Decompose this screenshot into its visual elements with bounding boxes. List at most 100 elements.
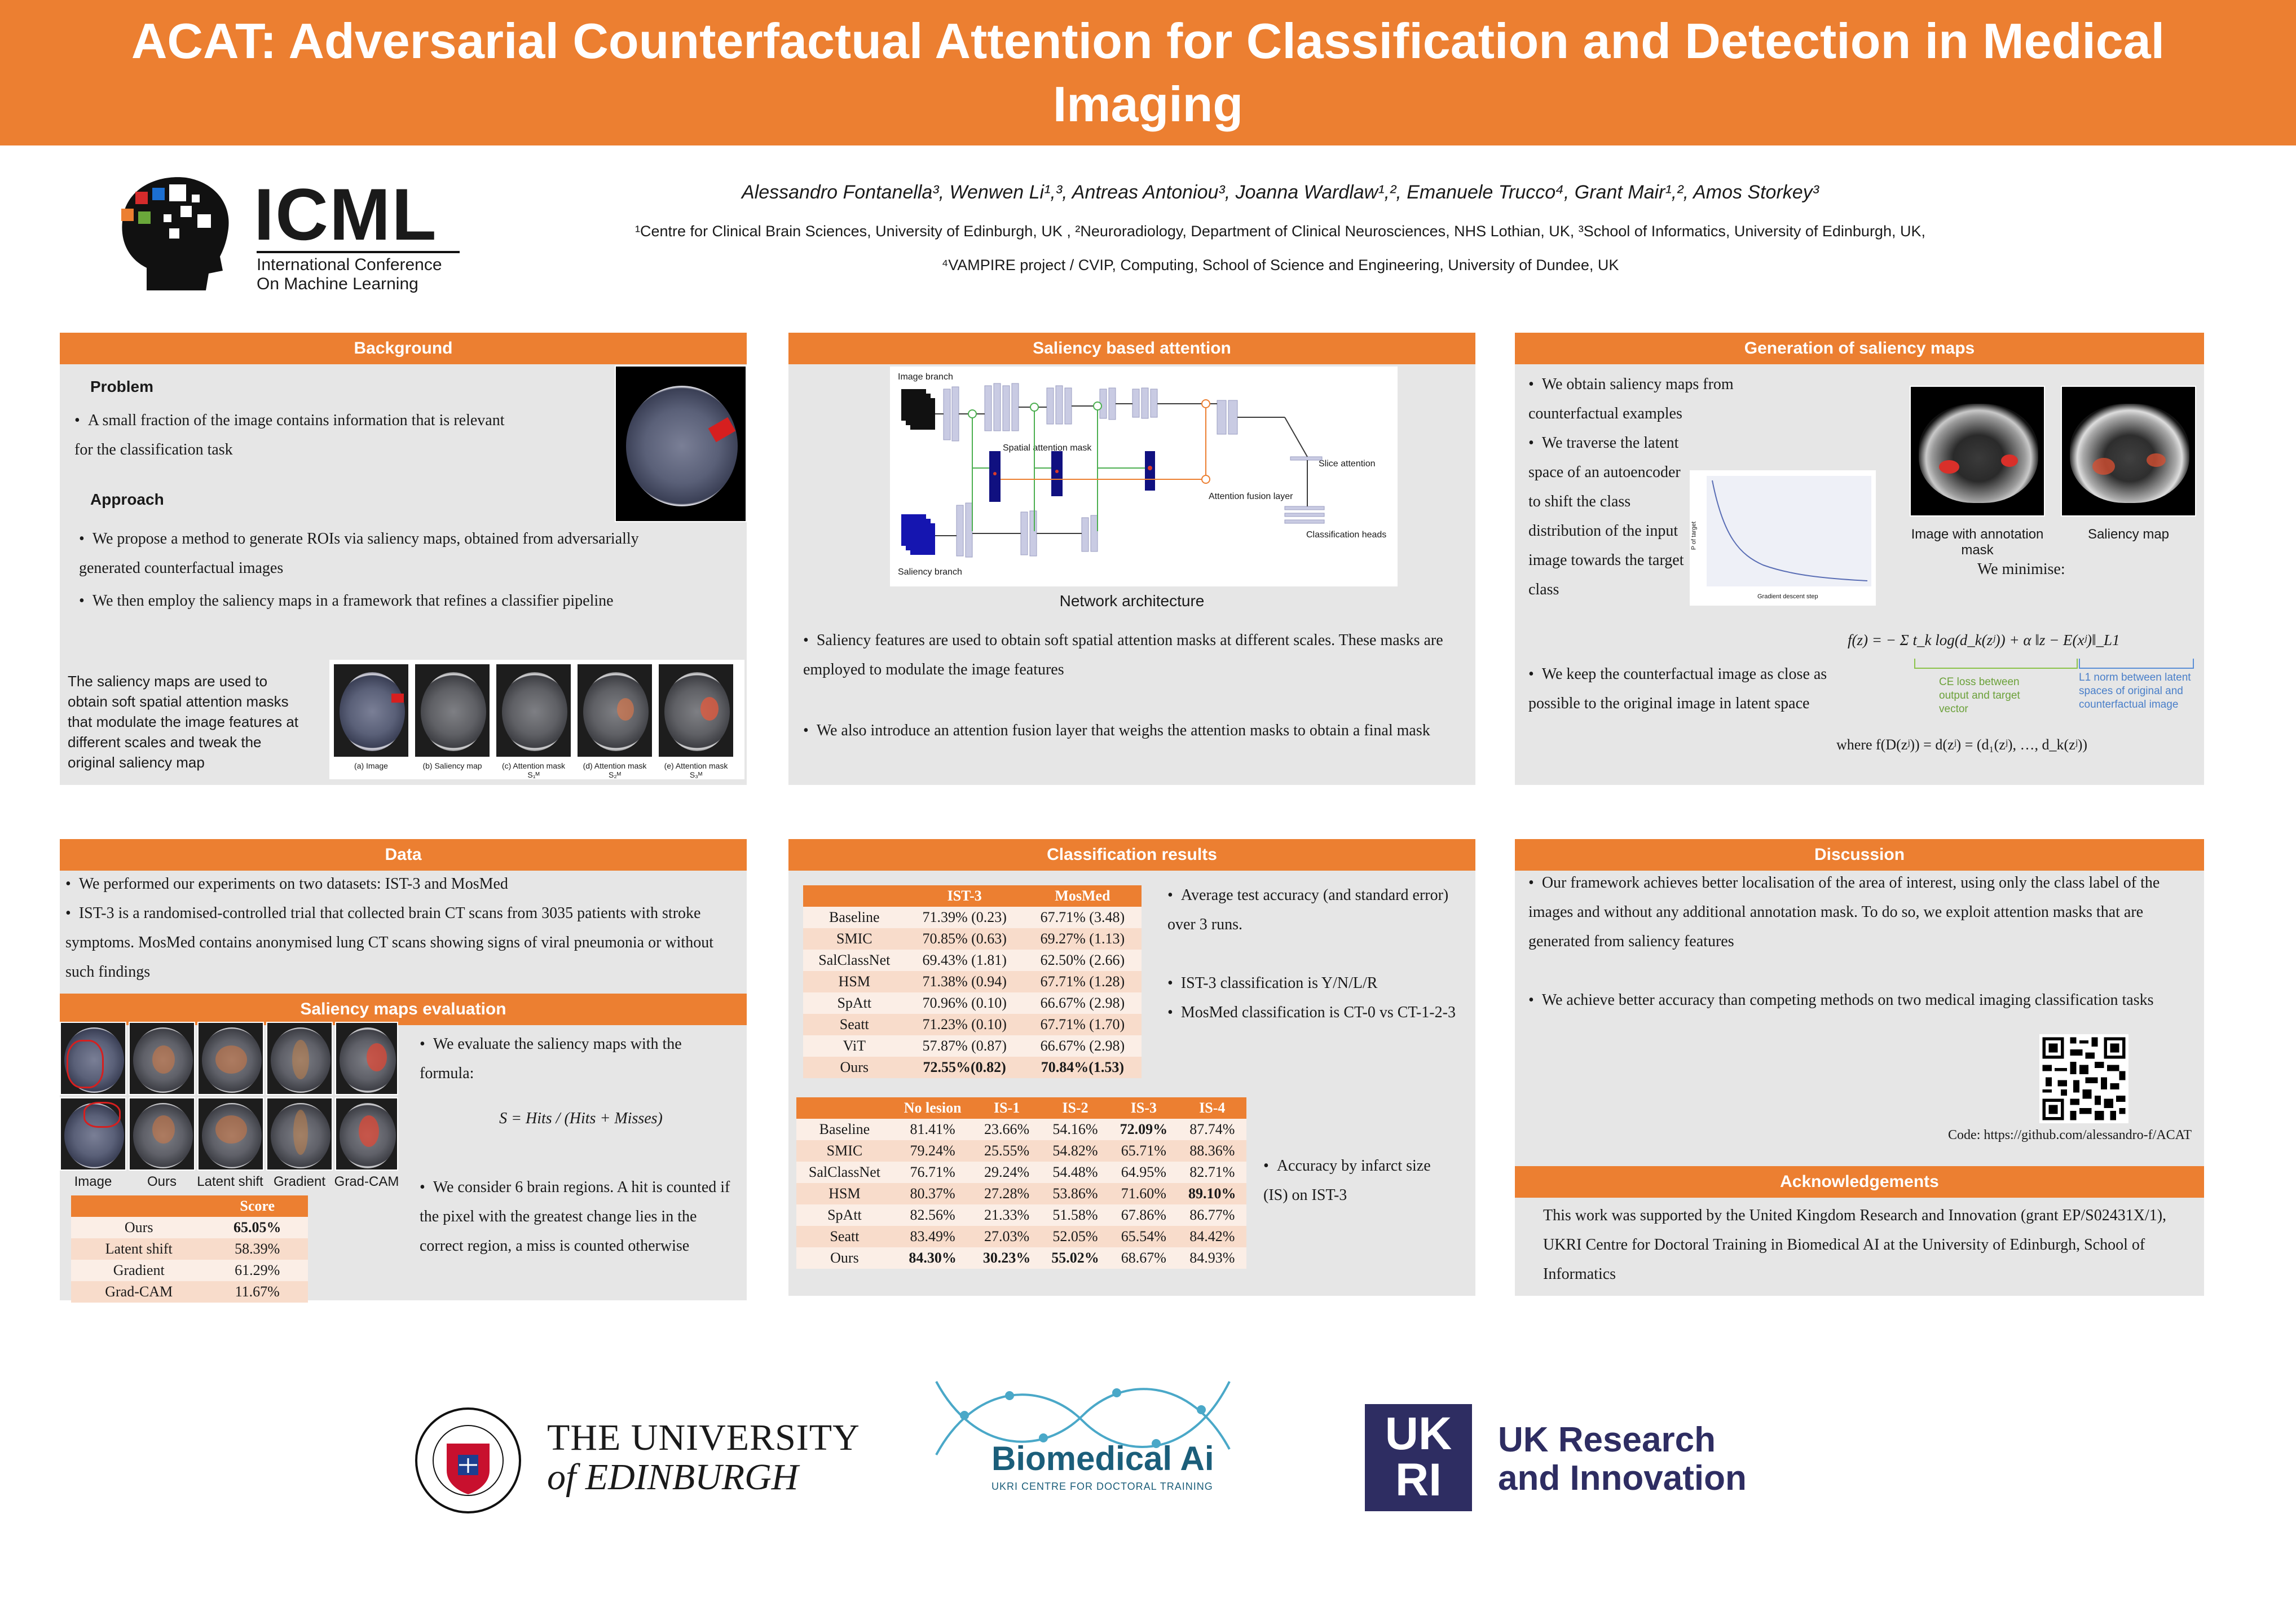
classification-bullet-4: Accuracy by infarct size (IS) on IST-3 xyxy=(1263,1151,1455,1210)
bullet-icon xyxy=(420,1035,433,1053)
table-header-row: Score xyxy=(71,1195,308,1217)
table-row: HSM 71.38% (0.94) 67.71% (1.28) xyxy=(803,971,1142,992)
classification-bullet-1: Average test accuracy (and standard erro… xyxy=(1167,881,1461,939)
bullet-icon xyxy=(803,722,817,739)
lung-caption-2: Saliency map xyxy=(2087,527,2170,542)
table-row: Latent shift 58.39% xyxy=(71,1238,308,1260)
eval-label-image: Image xyxy=(74,1174,112,1189)
edinburgh-name-2: of EDINBURGH xyxy=(547,1457,799,1498)
classification-bullet-2: IST-3 classification is Y/N/L/R xyxy=(1167,969,1461,998)
saliency-bullet-2: We also introduce an attention fusion la… xyxy=(803,716,1457,745)
hit-score-formula: S = Hits / (Hits + Misses) xyxy=(499,1110,663,1127)
saliency-attention-panel: Saliency based attention Image branch Sa… xyxy=(788,333,1475,785)
generation-panel: Generation of saliency maps We obtain sa… xyxy=(1515,333,2204,785)
background-header: Background xyxy=(60,333,747,364)
ukri-name-1: UK Research xyxy=(1498,1420,1716,1459)
eval-label-gradcam: Grad-CAM xyxy=(334,1174,399,1189)
eval-bullet-1: We evaluate the saliency maps with the f… xyxy=(420,1030,735,1088)
plot-svg xyxy=(1707,476,1871,586)
edinburgh-crest-icon xyxy=(415,1407,521,1513)
table-row: ViT 57.87% (0.87) 66.67% (2.98) xyxy=(803,1035,1142,1057)
authors: Alessandro Fontanella³, Wenwen Li¹,³, An… xyxy=(741,182,1819,203)
formula-bracket-l1 xyxy=(2079,659,2194,669)
saliency-eval-header: Saliency maps evaluation xyxy=(60,994,747,1025)
bullet-icon xyxy=(1528,991,1542,1009)
eval-label-latent: Latent shift xyxy=(197,1174,263,1189)
table-row: SpAtt 82.56% 21.33% 51.58% 67.86% 86.77% xyxy=(796,1204,1246,1226)
qr-code-icon[interactable] xyxy=(2039,1034,2128,1123)
ukri-mark-text: UKRI xyxy=(1385,1408,1452,1506)
icml-logo: ICML International Conference On Machine… xyxy=(113,172,474,296)
biomedical-ai-logo: Biomedical Ai UKRI CENTRE FOR DOCTORAL T… xyxy=(919,1370,1241,1511)
strip-caption-3: (c) Attention mask S₁ᴹ xyxy=(501,761,566,779)
plot-ylabel: P of target xyxy=(1690,521,1698,550)
ukri-logo: UKRI UK Research and Innovation xyxy=(1365,1404,1760,1511)
saliency-attention-header: Saliency based attention xyxy=(788,333,1475,364)
bullet-icon xyxy=(1528,376,1542,393)
problem-text: A small fraction of the image contains i… xyxy=(74,412,505,458)
architecture-svg xyxy=(901,383,1325,558)
discussion-bullet-1: Our framework achieves better localisati… xyxy=(1528,868,2194,956)
network-architecture-diagram: Image branch Saliency branch Spatial att… xyxy=(890,367,1398,586)
score-header: Score xyxy=(206,1195,308,1217)
bullet-icon xyxy=(79,592,92,610)
bullet-icon xyxy=(1263,1157,1277,1175)
biomed-name: Biomedical Ai xyxy=(991,1440,1214,1477)
bullet-icon xyxy=(1167,974,1181,992)
architecture-caption: Network architecture xyxy=(1059,592,1205,610)
discussion-panel: Discussion Our framework achieves better… xyxy=(1515,839,2204,1296)
classification-bullet-3: MosMed classification is CT-0 vs CT-1-2-… xyxy=(1167,998,1461,1027)
table-row: Grad-CAM 11.67% xyxy=(71,1281,308,1303)
icml-divider xyxy=(257,251,460,253)
ukri-name-2: and Innovation xyxy=(1498,1459,1747,1498)
bullet-icon xyxy=(74,412,88,429)
head-silhouette-icon xyxy=(121,177,229,290)
l1-note: L1 norm between latent spaces of origina… xyxy=(2079,672,2191,710)
lung-ct-saliency xyxy=(2061,386,2196,517)
problem-title: Problem xyxy=(90,378,154,395)
label-saliency-branch: Saliency branch xyxy=(898,567,962,577)
affiliations-2: ⁴VAMPIRE project / CVIP, Computing, Scho… xyxy=(941,257,1619,273)
plot-xlabel: Gradient descent step xyxy=(1757,593,1818,600)
formula-bracket-ce xyxy=(1914,659,2078,669)
eval-label-ours: Ours xyxy=(147,1174,177,1189)
bullet-icon xyxy=(420,1179,433,1196)
table-row: Ours 65.05% xyxy=(71,1217,308,1238)
table-row: Gradient 61.29% xyxy=(71,1260,308,1281)
saliency-score-table: Score Ours 65.05% Latent shift 58.39% Grad… xyxy=(71,1195,308,1303)
eval-bullet-2: We consider 6 brain regions. A hit is co… xyxy=(420,1173,741,1261)
generation-bullet-2: We traverse the latent space of an autoe… xyxy=(1528,429,1686,604)
saliency-eval-grid xyxy=(60,1022,398,1172)
label-fusion-layer: Attention fusion layer xyxy=(1209,492,1293,501)
eval-label-gradient: Gradient xyxy=(273,1174,326,1189)
table-header-row: No lesion IS-1 IS-2 IS-3 IS-4 xyxy=(796,1097,1246,1119)
icml-subtitle-1: International Conference xyxy=(257,255,442,274)
table-row: SMIC 70.85% (0.63) 69.27% (1.13) xyxy=(803,928,1142,950)
data-bullet-1: We performed our experiments on two data… xyxy=(65,870,731,899)
bullet-icon xyxy=(1528,434,1542,452)
table-row: Baseline 81.41% 23.66% 54.16% 72.09% 87.74% xyxy=(796,1119,1246,1140)
strip-caption-5: (e) Attention mask S₃ᴹ xyxy=(664,761,728,779)
infarct-size-table: No lesion IS-1 IS-2 IS-3 IS-4 Baseline 81.41%… xyxy=(796,1097,1246,1269)
bullet-icon xyxy=(1528,874,1542,892)
approach-bullet-2: We then employ the saliency maps in a fr… xyxy=(79,586,711,616)
ukri-mark-icon: UKRI xyxy=(1365,1404,1472,1511)
discussion-bullet-2: We achieve better accuracy than competin… xyxy=(1528,986,2194,1015)
code-link[interactable]: Code: https://github.com/alessandro-f/AC… xyxy=(1948,1128,2192,1142)
acknowledgements-header: Acknowledgements xyxy=(1515,1166,2204,1198)
poster-title: ACAT: Adversarial Counterfactual Attenti… xyxy=(131,13,2165,132)
acknowledgements-text: This work was supported by the United Ki… xyxy=(1543,1207,2167,1283)
label-spatial-mask: Spatial attention mask xyxy=(1003,443,1092,453)
biomed-subtitle: UKRI CENTRE FOR DOCTORAL TRAINING xyxy=(991,1481,1213,1492)
bullet-icon xyxy=(65,875,79,893)
where-formula: where f(D(zʲ)) = d(zʲ) = (d₁(zʲ), …, d_k… xyxy=(1836,736,2088,753)
bullet-icon xyxy=(803,632,817,649)
table-row: SalClassNet 76.71% 29.24% 54.48% 64.95% 82.71… xyxy=(796,1162,1246,1183)
background-panel: Background Problem A small fraction of t… xyxy=(60,333,747,785)
bullet-icon xyxy=(1167,886,1181,904)
table-row: Seatt 71.23% (0.10) 67.71% (1.70) xyxy=(803,1014,1142,1035)
approach-title: Approach xyxy=(90,491,164,508)
bullet-icon xyxy=(79,530,92,548)
lung-caption-1: Image with annotation mask xyxy=(1911,527,2044,558)
ce-note: CE loss between output and target vector xyxy=(1939,676,2020,715)
